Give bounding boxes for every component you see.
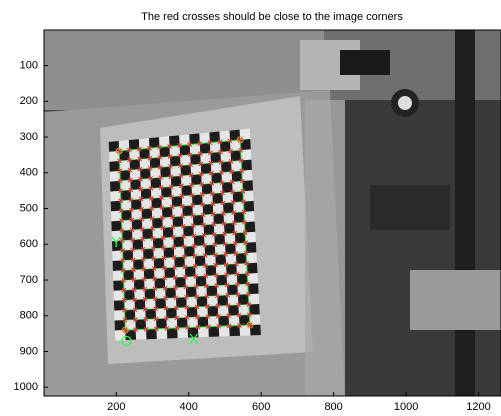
axis-annotation: O — [121, 333, 133, 350]
photo: O X Y — [44, 30, 501, 400]
x-tick-label: 400 — [180, 401, 198, 413]
board-square — [109, 141, 119, 152]
chart-title: The red crosses should be close to the i… — [141, 11, 403, 23]
x-tick-label: 200 — [107, 401, 125, 413]
y-tick-label: 1000 — [14, 381, 38, 393]
axis-annotation: Y — [111, 234, 121, 251]
axis-annotation: X — [189, 331, 199, 348]
y-tick-label: 200 — [20, 95, 38, 107]
x-tick-label: 1200 — [466, 401, 490, 413]
y-tick-label: 700 — [20, 274, 38, 286]
y-tick-label: 300 — [20, 131, 38, 143]
y-tick-label: 800 — [20, 310, 38, 322]
y-tick-label: 900 — [20, 345, 38, 357]
x-tick-label: 600 — [252, 401, 270, 413]
y-tick-label: 100 — [20, 59, 38, 71]
x-tick-label: 1000 — [394, 401, 418, 413]
y-tick-label: 500 — [20, 202, 38, 214]
y-tick-label: 400 — [20, 167, 38, 179]
x-tick-label: 800 — [324, 401, 342, 413]
y-tick-label: 600 — [20, 238, 38, 250]
figure: The red crosses should be close to the i… — [0, 0, 501, 416]
